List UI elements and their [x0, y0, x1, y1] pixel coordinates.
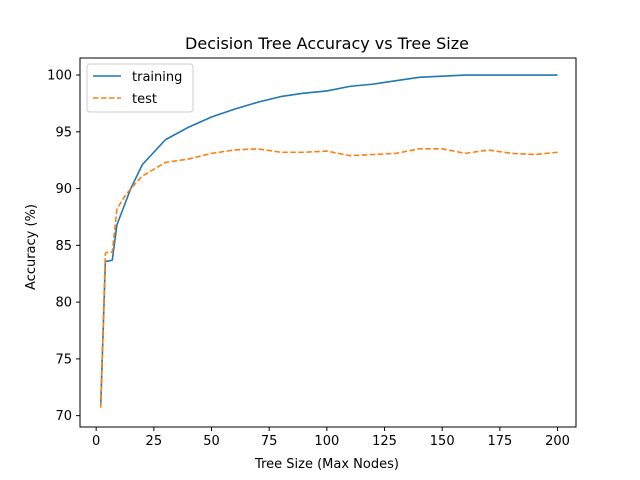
x-axis-label: Tree Size (Max Nodes) [254, 457, 399, 472]
x-tick-label: 50 [203, 434, 220, 449]
x-axis: 0 25 50 75 100 125 150 175 200 [92, 427, 570, 449]
legend-label-test: test [132, 92, 157, 107]
y-axis: 70 75 80 85 90 95 100 [47, 69, 80, 424]
x-tick-label: 25 [146, 434, 163, 449]
chart-title: Decision Tree Accuracy vs Tree Size [185, 34, 469, 53]
x-tick-label: 100 [314, 434, 339, 449]
y-tick-label: 90 [55, 182, 72, 197]
y-tick-label: 85 [55, 239, 72, 254]
x-tick-label: 0 [92, 434, 100, 449]
legend-label-training: training [132, 70, 182, 85]
series-layer [99, 74, 558, 408]
series-line-test [99, 148, 558, 408]
x-tick-label: 75 [261, 434, 278, 449]
plot-area [79, 57, 577, 428]
y-tick-label: 70 [55, 409, 72, 424]
y-tick-label: 95 [55, 125, 72, 140]
x-tick-label: 200 [545, 434, 570, 449]
legend: training test [86, 63, 194, 113]
x-tick-label: 175 [487, 434, 512, 449]
x-tick-label: 125 [372, 434, 397, 449]
y-tick-label: 100 [47, 69, 72, 84]
x-tick-label: 150 [430, 434, 455, 449]
y-tick-label: 75 [55, 352, 72, 367]
y-tick-label: 80 [55, 296, 72, 311]
y-axis-label: Accuracy (%) [24, 204, 39, 290]
axes-frame [79, 57, 577, 428]
series-line-training [99, 74, 558, 405]
